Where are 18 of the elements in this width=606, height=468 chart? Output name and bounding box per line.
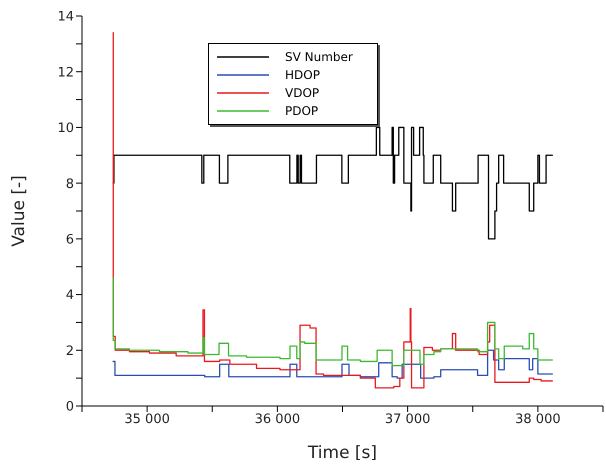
y-tick-label: 14 [57,10,74,25]
x-axis-title: Time [s] [306,443,378,463]
legend-label: VDOP [285,86,320,100]
legend-label: PDOP [285,104,318,118]
y-tick-label: 10 [57,121,74,136]
y-axis-title: Value [-] [9,175,30,247]
y-tick-label: 2 [66,344,74,359]
legend-label: SV Number [285,50,353,64]
y-tick-label: 6 [66,232,74,248]
legend-label: HDOP [285,68,320,82]
x-tick-label: 36 000 [254,412,300,428]
x-tick-label: 35 000 [124,412,170,428]
x-tick-label: 37 000 [384,412,430,428]
y-tick-label: 8 [66,176,74,192]
y-tick-label: 4 [66,288,74,304]
x-tick-label: 38 000 [515,412,561,428]
y-tick-label: 12 [57,65,74,80]
y-tick-label: 0 [66,400,74,415]
